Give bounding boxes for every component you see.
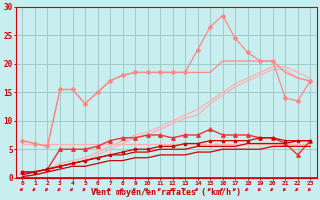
X-axis label: Vent moyen/en rafales ( km/h ): Vent moyen/en rafales ( km/h ) (92, 188, 241, 197)
